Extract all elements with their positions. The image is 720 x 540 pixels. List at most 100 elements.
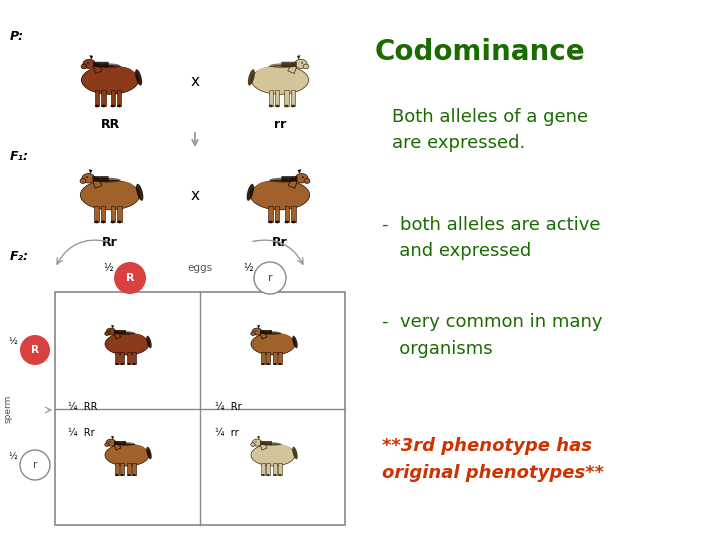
Text: RR: RR bbox=[100, 118, 120, 131]
Polygon shape bbox=[93, 63, 102, 73]
Ellipse shape bbox=[303, 64, 309, 69]
Bar bbox=[284, 90, 289, 106]
Ellipse shape bbox=[105, 333, 149, 355]
Text: ½: ½ bbox=[103, 263, 113, 273]
Text: rr: rr bbox=[274, 118, 286, 131]
Ellipse shape bbox=[279, 363, 282, 365]
Ellipse shape bbox=[81, 180, 140, 210]
Ellipse shape bbox=[274, 445, 292, 459]
Ellipse shape bbox=[291, 105, 295, 107]
Ellipse shape bbox=[120, 474, 124, 476]
Ellipse shape bbox=[292, 221, 296, 224]
Ellipse shape bbox=[274, 474, 276, 476]
Polygon shape bbox=[89, 170, 92, 173]
FancyBboxPatch shape bbox=[114, 441, 126, 445]
Text: eggs: eggs bbox=[187, 263, 212, 273]
Ellipse shape bbox=[132, 474, 135, 476]
Ellipse shape bbox=[127, 363, 130, 365]
Ellipse shape bbox=[279, 474, 282, 476]
Ellipse shape bbox=[284, 105, 289, 107]
Bar bbox=[101, 206, 105, 222]
Polygon shape bbox=[114, 331, 121, 339]
Bar bbox=[269, 90, 273, 106]
Ellipse shape bbox=[294, 59, 307, 69]
Text: ½: ½ bbox=[9, 453, 17, 462]
Bar bbox=[279, 463, 282, 475]
Bar bbox=[55, 292, 345, 525]
Ellipse shape bbox=[254, 262, 286, 294]
Bar bbox=[127, 463, 130, 475]
Ellipse shape bbox=[94, 178, 121, 183]
Ellipse shape bbox=[251, 332, 255, 335]
Bar bbox=[132, 463, 135, 475]
Bar bbox=[94, 206, 99, 222]
Ellipse shape bbox=[109, 330, 111, 332]
Ellipse shape bbox=[107, 328, 116, 335]
Ellipse shape bbox=[292, 447, 297, 460]
Text: Both alleles of a gene
are expressed.: Both alleles of a gene are expressed. bbox=[392, 108, 588, 152]
Ellipse shape bbox=[274, 363, 276, 365]
Ellipse shape bbox=[120, 363, 124, 365]
Ellipse shape bbox=[304, 179, 310, 184]
Ellipse shape bbox=[111, 221, 115, 224]
Bar bbox=[275, 90, 279, 106]
Ellipse shape bbox=[83, 59, 96, 69]
Ellipse shape bbox=[94, 63, 120, 68]
Text: Rr: Rr bbox=[272, 236, 288, 249]
Bar bbox=[274, 352, 276, 364]
Ellipse shape bbox=[269, 221, 273, 224]
Bar bbox=[115, 352, 119, 364]
Text: **3rd phenotype has
original phenotypes**: **3rd phenotype has original phenotypes*… bbox=[382, 437, 604, 482]
Ellipse shape bbox=[135, 69, 142, 86]
Bar bbox=[102, 90, 106, 106]
Ellipse shape bbox=[87, 62, 89, 64]
Ellipse shape bbox=[266, 474, 269, 476]
Text: x: x bbox=[191, 187, 199, 202]
Polygon shape bbox=[298, 170, 301, 173]
Bar bbox=[266, 352, 269, 364]
Ellipse shape bbox=[295, 173, 308, 183]
Polygon shape bbox=[112, 436, 114, 439]
Text: R: R bbox=[126, 273, 134, 283]
Text: ¼  Rr: ¼ Rr bbox=[215, 402, 242, 411]
Text: -  very common in many
   organisms: - very common in many organisms bbox=[382, 313, 603, 357]
FancyBboxPatch shape bbox=[260, 330, 272, 334]
Polygon shape bbox=[112, 325, 114, 328]
Bar bbox=[274, 463, 276, 475]
Ellipse shape bbox=[82, 173, 95, 183]
Ellipse shape bbox=[117, 105, 121, 107]
Ellipse shape bbox=[251, 444, 295, 466]
Ellipse shape bbox=[251, 443, 255, 447]
Ellipse shape bbox=[274, 334, 292, 348]
Ellipse shape bbox=[20, 335, 50, 365]
FancyBboxPatch shape bbox=[114, 330, 126, 334]
Polygon shape bbox=[260, 331, 267, 339]
Ellipse shape bbox=[275, 105, 279, 107]
Ellipse shape bbox=[251, 66, 309, 94]
Ellipse shape bbox=[261, 474, 265, 476]
Ellipse shape bbox=[105, 443, 109, 447]
Ellipse shape bbox=[254, 181, 279, 200]
Polygon shape bbox=[260, 442, 267, 450]
Ellipse shape bbox=[256, 441, 257, 442]
Text: ¼  RR: ¼ RR bbox=[68, 402, 97, 411]
Ellipse shape bbox=[275, 221, 279, 224]
Ellipse shape bbox=[115, 474, 119, 476]
Bar bbox=[284, 206, 289, 222]
Ellipse shape bbox=[112, 67, 135, 85]
Ellipse shape bbox=[105, 332, 109, 335]
Polygon shape bbox=[288, 178, 297, 188]
Text: ½: ½ bbox=[9, 338, 17, 347]
Ellipse shape bbox=[128, 334, 146, 348]
Text: Rr: Rr bbox=[102, 236, 118, 249]
Text: r: r bbox=[33, 460, 37, 470]
Ellipse shape bbox=[107, 439, 116, 446]
Polygon shape bbox=[92, 178, 102, 188]
Ellipse shape bbox=[101, 221, 105, 224]
Bar bbox=[291, 90, 295, 106]
Ellipse shape bbox=[86, 177, 88, 178]
Ellipse shape bbox=[109, 441, 111, 442]
Ellipse shape bbox=[95, 105, 99, 107]
Ellipse shape bbox=[112, 181, 135, 200]
Ellipse shape bbox=[132, 363, 135, 365]
